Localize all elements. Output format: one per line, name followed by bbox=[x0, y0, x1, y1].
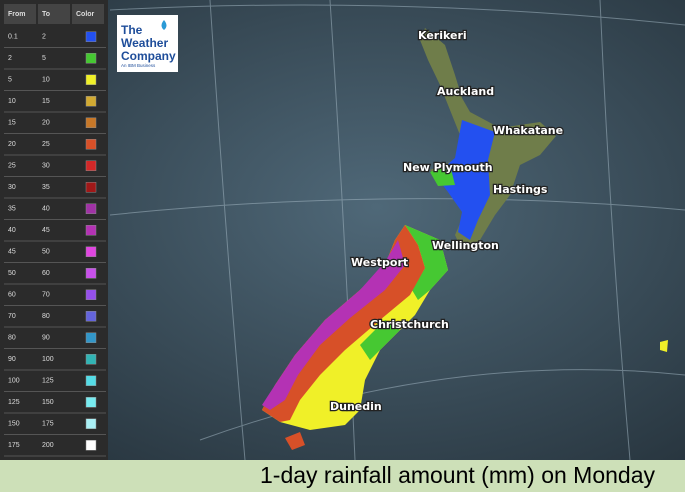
legend-to: 15 bbox=[42, 98, 50, 105]
place-label: New Plymouth bbox=[403, 161, 493, 174]
place-label: Wellington bbox=[432, 239, 499, 252]
logo: The Weather Company An IBM Business bbox=[117, 15, 178, 72]
legend-swatch bbox=[85, 117, 97, 128]
chatham-islands bbox=[660, 340, 668, 352]
caption: 1-day rainfall amount (mm) on Monday bbox=[260, 462, 655, 488]
legend-from: 40 bbox=[8, 227, 16, 234]
legend-to: 90 bbox=[42, 335, 50, 342]
legend-to: 2 bbox=[42, 34, 46, 41]
place-label: Whakatane bbox=[493, 124, 563, 137]
caption-bar bbox=[0, 460, 685, 492]
logo-line: The bbox=[121, 23, 143, 37]
legend-to: 10 bbox=[42, 77, 50, 84]
legend-swatch bbox=[85, 31, 97, 42]
logo-line: Company bbox=[121, 49, 176, 63]
rain-green-south bbox=[405, 225, 448, 300]
legend-to: 175 bbox=[42, 421, 54, 428]
legend-from: 30 bbox=[8, 184, 16, 191]
legend-swatch bbox=[85, 74, 97, 85]
legend-to: 150 bbox=[42, 399, 54, 406]
legend-to: 35 bbox=[42, 184, 50, 191]
legend-to: 25 bbox=[42, 141, 50, 148]
legend-swatch bbox=[85, 203, 97, 214]
stewart-island bbox=[285, 432, 305, 450]
legend-to: 50 bbox=[42, 249, 50, 256]
legend-header-cell bbox=[38, 4, 70, 24]
legend-from: 35 bbox=[8, 206, 16, 213]
legend-to: 80 bbox=[42, 313, 50, 320]
legend-swatch bbox=[85, 225, 97, 236]
legend-from: 70 bbox=[8, 313, 16, 320]
legend-from: 100 bbox=[8, 378, 20, 385]
legend-from: 25 bbox=[8, 163, 16, 170]
legend-to: 20 bbox=[42, 120, 50, 127]
place-label: Hastings bbox=[493, 183, 548, 196]
legend-swatch bbox=[85, 160, 97, 171]
legend-swatch bbox=[85, 96, 97, 107]
legend-swatch bbox=[85, 246, 97, 257]
legend-swatch bbox=[85, 397, 97, 408]
logo-tagline: An IBM Business bbox=[121, 63, 156, 68]
legend-swatch bbox=[85, 53, 97, 64]
place-label: Christchurch bbox=[370, 318, 449, 331]
legend-header: From bbox=[8, 11, 26, 18]
legend-from: 20 bbox=[8, 141, 16, 148]
legend-header-cell bbox=[4, 4, 36, 24]
legend-from: 125 bbox=[8, 399, 20, 406]
legend-to: 100 bbox=[42, 356, 54, 363]
legend-from: 5 bbox=[8, 77, 12, 84]
legend-swatch bbox=[85, 268, 97, 279]
legend-swatch bbox=[85, 332, 97, 343]
rain-purple-west bbox=[262, 240, 405, 410]
logo-drop bbox=[161, 20, 167, 30]
legend-to: 5 bbox=[42, 55, 46, 62]
rain-green-north bbox=[430, 165, 455, 186]
place-label: Westport bbox=[351, 256, 408, 269]
legend-from: 90 bbox=[8, 356, 16, 363]
legend-from: 175 bbox=[8, 442, 20, 449]
rain-green-canterbury bbox=[360, 320, 400, 360]
legend-to: 125 bbox=[42, 378, 54, 385]
legend-from: 2 bbox=[8, 55, 12, 62]
legend-to: 200 bbox=[42, 442, 54, 449]
legend-to: 30 bbox=[42, 163, 50, 170]
legend-swatch bbox=[85, 418, 97, 429]
legend-from: 10 bbox=[8, 98, 16, 105]
place-label: Dunedin bbox=[330, 400, 382, 413]
legend-swatch bbox=[85, 311, 97, 322]
legend-from: 45 bbox=[8, 249, 16, 256]
legend-from: 80 bbox=[8, 335, 16, 342]
logo-line: Weather bbox=[121, 36, 168, 50]
legend-swatch bbox=[85, 440, 97, 451]
legend-to: 45 bbox=[42, 227, 50, 234]
legend-header: Color bbox=[76, 11, 95, 18]
legend-swatch bbox=[85, 182, 97, 193]
legend-swatch bbox=[85, 375, 97, 386]
legend-from: 150 bbox=[8, 421, 20, 428]
rain-blue-north bbox=[435, 120, 495, 240]
legend-from: 60 bbox=[8, 292, 16, 299]
place-label: Auckland bbox=[437, 85, 494, 98]
place-labels: Kerikeri Auckland Whakatane New Plymouth… bbox=[329, 28, 565, 415]
legend-header-cell bbox=[72, 4, 104, 24]
legend-to: 60 bbox=[42, 270, 50, 277]
legend-swatch bbox=[85, 354, 97, 365]
legend-swatch bbox=[85, 139, 97, 150]
place-label: Kerikeri bbox=[418, 29, 467, 42]
legend-from: 0.1 bbox=[8, 34, 18, 41]
legend-from: 50 bbox=[8, 270, 16, 277]
legend-swatch bbox=[85, 289, 97, 300]
legend-to: 40 bbox=[42, 206, 50, 213]
legend-to: 70 bbox=[42, 292, 50, 299]
logo-box bbox=[117, 15, 178, 72]
graticule bbox=[109, 0, 685, 461]
legend-header: To bbox=[42, 11, 50, 18]
legend-from: 15 bbox=[8, 120, 16, 127]
